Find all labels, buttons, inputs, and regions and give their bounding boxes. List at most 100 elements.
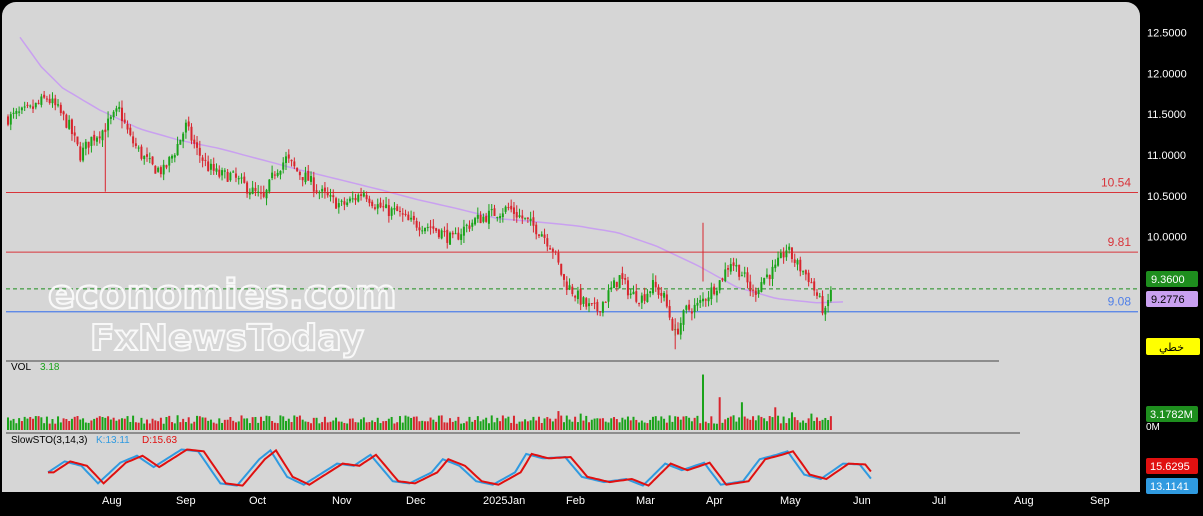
candle[interactable] (179, 139, 182, 145)
candle[interactable] (310, 171, 313, 186)
candle[interactable] (190, 123, 193, 145)
candle[interactable] (449, 231, 452, 245)
candle[interactable] (209, 159, 212, 175)
candle[interactable] (379, 197, 382, 209)
candle[interactable] (518, 208, 521, 219)
candle[interactable] (415, 217, 418, 231)
candle[interactable] (382, 199, 385, 212)
candle[interactable] (529, 211, 532, 226)
candle[interactable] (234, 167, 237, 183)
candle[interactable] (704, 298, 707, 307)
candle[interactable] (802, 270, 805, 275)
candle[interactable] (476, 207, 479, 223)
candle[interactable] (660, 286, 663, 303)
candle[interactable] (248, 188, 251, 200)
candle[interactable] (638, 302, 641, 307)
candle[interactable] (257, 185, 260, 197)
price-panel[interactable]: 10.54 9.81 9.08 (6, 36, 1138, 350)
candle[interactable] (32, 99, 35, 113)
candle[interactable] (657, 284, 660, 299)
candle[interactable] (346, 198, 349, 207)
candle[interactable] (165, 164, 168, 170)
candle[interactable] (746, 267, 749, 289)
candle[interactable] (412, 211, 415, 225)
candle[interactable] (193, 134, 196, 149)
candle[interactable] (590, 303, 593, 306)
candle[interactable] (599, 311, 602, 317)
candle[interactable] (665, 290, 668, 309)
candle[interactable] (23, 101, 26, 112)
candle[interactable] (810, 278, 813, 284)
candle[interactable] (162, 159, 165, 181)
candle[interactable] (243, 172, 246, 184)
candle[interactable] (429, 219, 432, 235)
candle[interactable] (515, 205, 518, 223)
candle[interactable] (777, 251, 780, 267)
candle[interactable] (376, 198, 379, 215)
candle[interactable] (34, 102, 37, 110)
candle[interactable] (626, 276, 629, 300)
candle[interactable] (9, 111, 12, 131)
candle[interactable] (532, 210, 535, 233)
candle[interactable] (362, 190, 365, 198)
candle[interactable] (237, 175, 240, 185)
candle[interactable] (468, 220, 471, 232)
candle[interactable] (607, 284, 610, 308)
candle[interactable] (298, 170, 301, 180)
candle[interactable] (354, 193, 357, 205)
candle[interactable] (510, 199, 513, 213)
candle[interactable] (154, 165, 157, 174)
candle[interactable] (226, 168, 229, 183)
candle[interactable] (296, 167, 299, 172)
candle[interactable] (696, 297, 699, 312)
candle[interactable] (804, 269, 807, 281)
candle[interactable] (604, 301, 607, 303)
candle[interactable] (343, 197, 346, 211)
candle[interactable] (312, 171, 315, 198)
candle[interactable] (646, 289, 649, 303)
candle[interactable] (254, 182, 257, 197)
candle[interactable] (765, 268, 768, 279)
candle[interactable] (198, 140, 201, 163)
candle[interactable] (535, 222, 538, 240)
candle[interactable] (813, 278, 816, 296)
candle[interactable] (702, 292, 704, 307)
candle[interactable] (418, 221, 421, 237)
candle[interactable] (137, 145, 140, 152)
candle[interactable] (585, 297, 588, 310)
candle[interactable] (779, 249, 782, 259)
candle[interactable] (48, 94, 51, 105)
candle[interactable] (340, 199, 343, 206)
candle[interactable] (134, 137, 137, 149)
candle[interactable] (335, 196, 338, 209)
candle[interactable] (187, 116, 190, 131)
candle[interactable] (454, 227, 457, 235)
candle[interactable] (93, 130, 96, 146)
candle[interactable] (815, 288, 818, 300)
candle[interactable] (7, 114, 9, 127)
candle[interactable] (20, 106, 23, 115)
candle[interactable] (782, 247, 785, 264)
candle[interactable] (401, 208, 404, 222)
candle[interactable] (143, 155, 146, 165)
candle[interactable] (654, 275, 657, 292)
candle[interactable] (749, 274, 752, 297)
candle[interactable] (426, 223, 429, 232)
candle[interactable] (176, 136, 179, 156)
candle[interactable] (524, 217, 527, 221)
candle[interactable] (499, 213, 502, 223)
candle[interactable] (821, 290, 824, 316)
candle[interactable] (326, 187, 329, 198)
candle[interactable] (549, 245, 552, 250)
candle[interactable] (537, 234, 540, 239)
candle[interactable] (290, 159, 293, 167)
candle[interactable] (360, 187, 363, 201)
candle[interactable] (385, 197, 388, 209)
candle[interactable] (688, 299, 691, 312)
candle[interactable] (112, 110, 115, 121)
candle[interactable] (37, 99, 40, 105)
candle[interactable] (676, 322, 679, 336)
candle[interactable] (279, 170, 282, 180)
candle[interactable] (793, 253, 796, 267)
candle[interactable] (663, 290, 666, 302)
